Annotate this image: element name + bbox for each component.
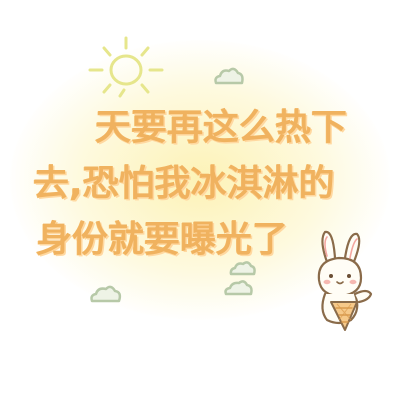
sun-icon <box>88 36 164 98</box>
bunny-with-icecream-icon <box>317 230 373 331</box>
cloud-icon <box>224 280 253 296</box>
cloud-icon <box>214 67 244 85</box>
cloud-icon <box>229 261 256 276</box>
quote-line-1: 天要再这么热下 <box>95 107 348 148</box>
cloud-icon <box>90 285 122 303</box>
quote-line-2: 去,恐怕我冰淇淋的 <box>33 163 335 204</box>
quote-line-3: 身份就要曝光了 <box>36 219 289 260</box>
